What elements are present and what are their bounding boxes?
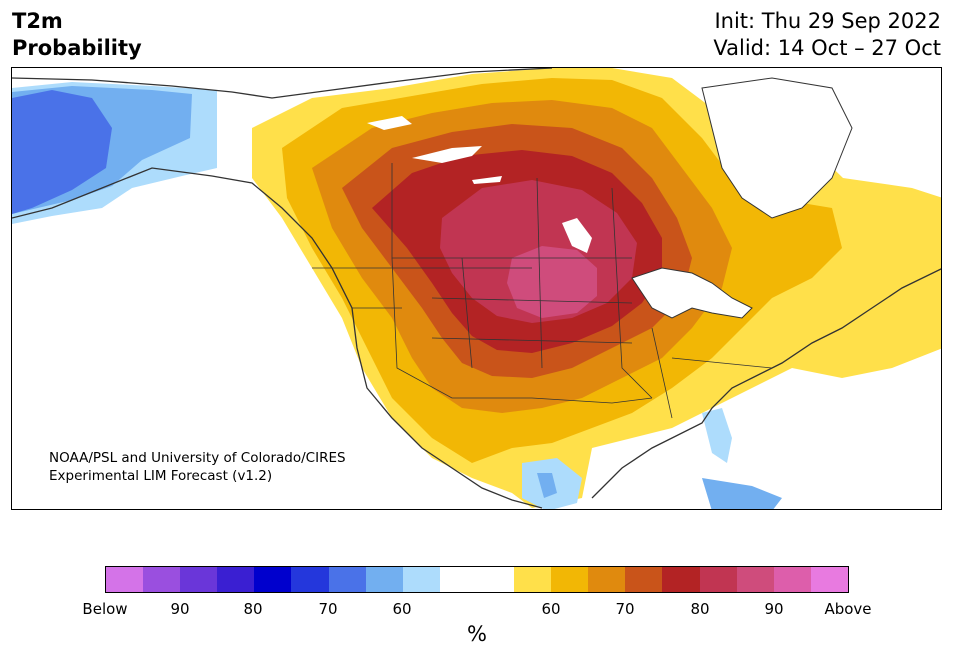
colorbar-tick-above-90: 90 bbox=[764, 600, 784, 618]
title-line-probability: Probability bbox=[12, 36, 142, 60]
colorbar-segment-12 bbox=[551, 567, 589, 592]
colorbar-segment-11 bbox=[514, 567, 552, 592]
colorbar-segment-13 bbox=[588, 567, 626, 592]
map-canvas bbox=[12, 68, 941, 509]
hudson-bay bbox=[701, 77, 853, 219]
colorbar-tick-below-70: 70 bbox=[318, 600, 338, 618]
warm-85 bbox=[507, 246, 597, 318]
forecast-dates: Init: Thu 29 Sep 2022 Valid: 14 Oct – 27… bbox=[713, 8, 941, 62]
coastlines bbox=[12, 68, 941, 509]
colorbar-unit: % bbox=[467, 622, 487, 646]
colorbar-segment-19 bbox=[810, 567, 848, 592]
florida-cool bbox=[702, 408, 732, 463]
colorbar-segment-5 bbox=[291, 567, 329, 592]
colorbar-tick-above-80: 80 bbox=[690, 600, 710, 618]
lake-white-1 bbox=[412, 146, 482, 163]
colorbar-tick-above-70: 70 bbox=[615, 600, 635, 618]
colorbar-segment-10 bbox=[476, 567, 515, 592]
map-title: T2m Probability bbox=[12, 8, 142, 62]
colorbar-tick-below-60: 60 bbox=[392, 600, 412, 618]
colorbar-segment-8 bbox=[402, 567, 440, 592]
great-lakes bbox=[631, 267, 753, 319]
lake-white-2 bbox=[472, 176, 502, 184]
colorbar-segment-7 bbox=[365, 567, 403, 592]
data-credit: NOAA/PSL and University of Colorado/CIRE… bbox=[49, 449, 346, 485]
colorbar-segment-3 bbox=[217, 567, 255, 592]
colorbar-tick-below: Below bbox=[82, 600, 128, 618]
colorbar-segment-18 bbox=[773, 567, 811, 592]
valid-date: Valid: 14 Oct – 27 Oct bbox=[713, 36, 941, 60]
colorbar-segment-9 bbox=[439, 567, 477, 592]
colorbar-segment-4 bbox=[254, 567, 292, 592]
colorbar-segment-6 bbox=[328, 567, 366, 592]
colorbar-segment-15 bbox=[662, 567, 700, 592]
probability-colorbar bbox=[105, 566, 849, 593]
colorbar-segment-17 bbox=[736, 567, 774, 592]
colorbar-tick-below-80: 80 bbox=[243, 600, 263, 618]
forecast-map bbox=[11, 67, 942, 510]
colorbar-tick-above-60: 60 bbox=[541, 600, 561, 618]
init-date: Init: Thu 29 Sep 2022 bbox=[714, 9, 941, 33]
colorbar-tick-below-90: 90 bbox=[170, 600, 190, 618]
colorbar-segment-1 bbox=[143, 567, 181, 592]
lake-white-3 bbox=[562, 218, 592, 253]
state-borders bbox=[312, 163, 773, 419]
lake-white-4 bbox=[367, 116, 412, 130]
gulf-cool-core bbox=[537, 473, 557, 498]
colorbar-segment-2 bbox=[180, 567, 218, 592]
colorbar-tick-above: Above bbox=[824, 600, 872, 618]
alaska-coldest bbox=[12, 90, 112, 214]
caribbean-cool bbox=[702, 478, 782, 509]
credit-line-1: NOAA/PSL and University of Colorado/CIRE… bbox=[49, 450, 346, 466]
colorbar-segment-0 bbox=[106, 567, 144, 592]
colorbar-segment-14 bbox=[625, 567, 663, 592]
colorbar-segment-16 bbox=[699, 567, 737, 592]
credit-line-2: Experimental LIM Forecast (v1.2) bbox=[49, 468, 273, 484]
title-line-variable: T2m bbox=[12, 9, 63, 33]
